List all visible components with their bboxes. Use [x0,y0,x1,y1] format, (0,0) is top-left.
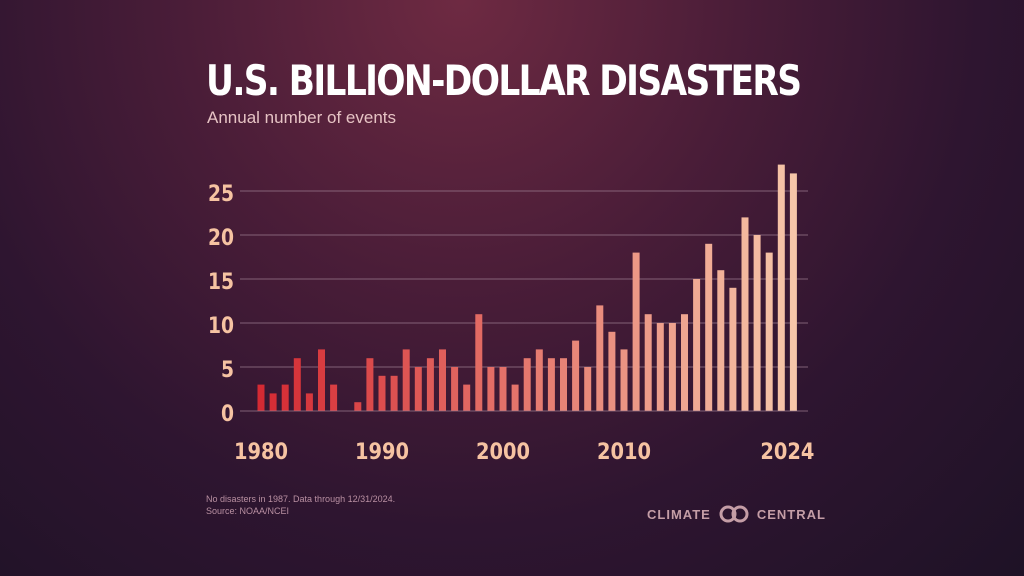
bar [305,393,313,411]
bar [511,384,519,411]
bar [741,217,749,411]
bar [789,173,797,411]
y-tick-label: 10 [208,314,234,339]
bar [560,358,567,411]
bar [426,358,434,411]
bar [572,340,580,411]
bar [596,305,604,411]
bar [656,323,664,411]
bar [390,375,398,411]
y-tick-label: 5 [221,358,234,383]
interlocking-rings-icon [719,505,749,523]
logo-word-left: CLIMATE [647,506,711,522]
bar [620,349,628,411]
bar [693,279,701,411]
chart-title: U.S. BILLION-DOLLAR DISASTERS [206,56,802,105]
climate-central-logo: CLIMATE CENTRAL [647,503,826,525]
footnote-source: Source: NOAA/NCEI [206,506,290,516]
bar [681,314,688,411]
bar [402,349,410,411]
bar [547,358,555,411]
bar [608,331,616,411]
bar [451,367,459,411]
y-tick-label: 0 [221,402,234,427]
bar [523,358,531,411]
x-tick-label: 2010 [597,440,651,465]
bar [487,367,495,411]
bar [354,402,362,411]
bar [318,349,325,411]
x-tick-label: 2000 [476,440,530,465]
bar [378,375,386,411]
bar [281,384,289,411]
bar [535,349,543,411]
bar [765,252,773,411]
bar [330,384,338,411]
x-tick-label: 1980 [234,440,288,465]
bar [439,349,446,411]
bar [584,367,592,411]
bar [644,314,652,411]
footnotes: No disasters in 1987. Data through 12/31… [206,493,395,517]
bar [475,314,483,411]
bar [293,358,301,411]
x-tick-label: 1990 [355,440,409,465]
logo-word-right: CENTRAL [756,506,826,522]
y-tick-label: 15 [208,270,234,295]
bar [366,358,374,411]
x-tick-label: 2024 [760,440,814,465]
bar [269,393,277,411]
footnote-data-note: No disasters in 1987. Data through 12/31… [206,494,396,504]
y-tick-label: 25 [208,182,234,207]
y-tick-label: 20 [208,226,234,251]
chart-subtitle: Annual number of events [207,108,397,127]
bar [668,323,676,411]
bar [753,235,761,411]
bar [257,384,265,411]
bar [717,270,725,411]
bar [463,384,471,411]
bar [777,164,785,411]
bar [414,367,422,411]
bar [632,252,640,411]
bar [705,243,713,411]
bar [729,287,737,411]
bar [499,367,507,411]
